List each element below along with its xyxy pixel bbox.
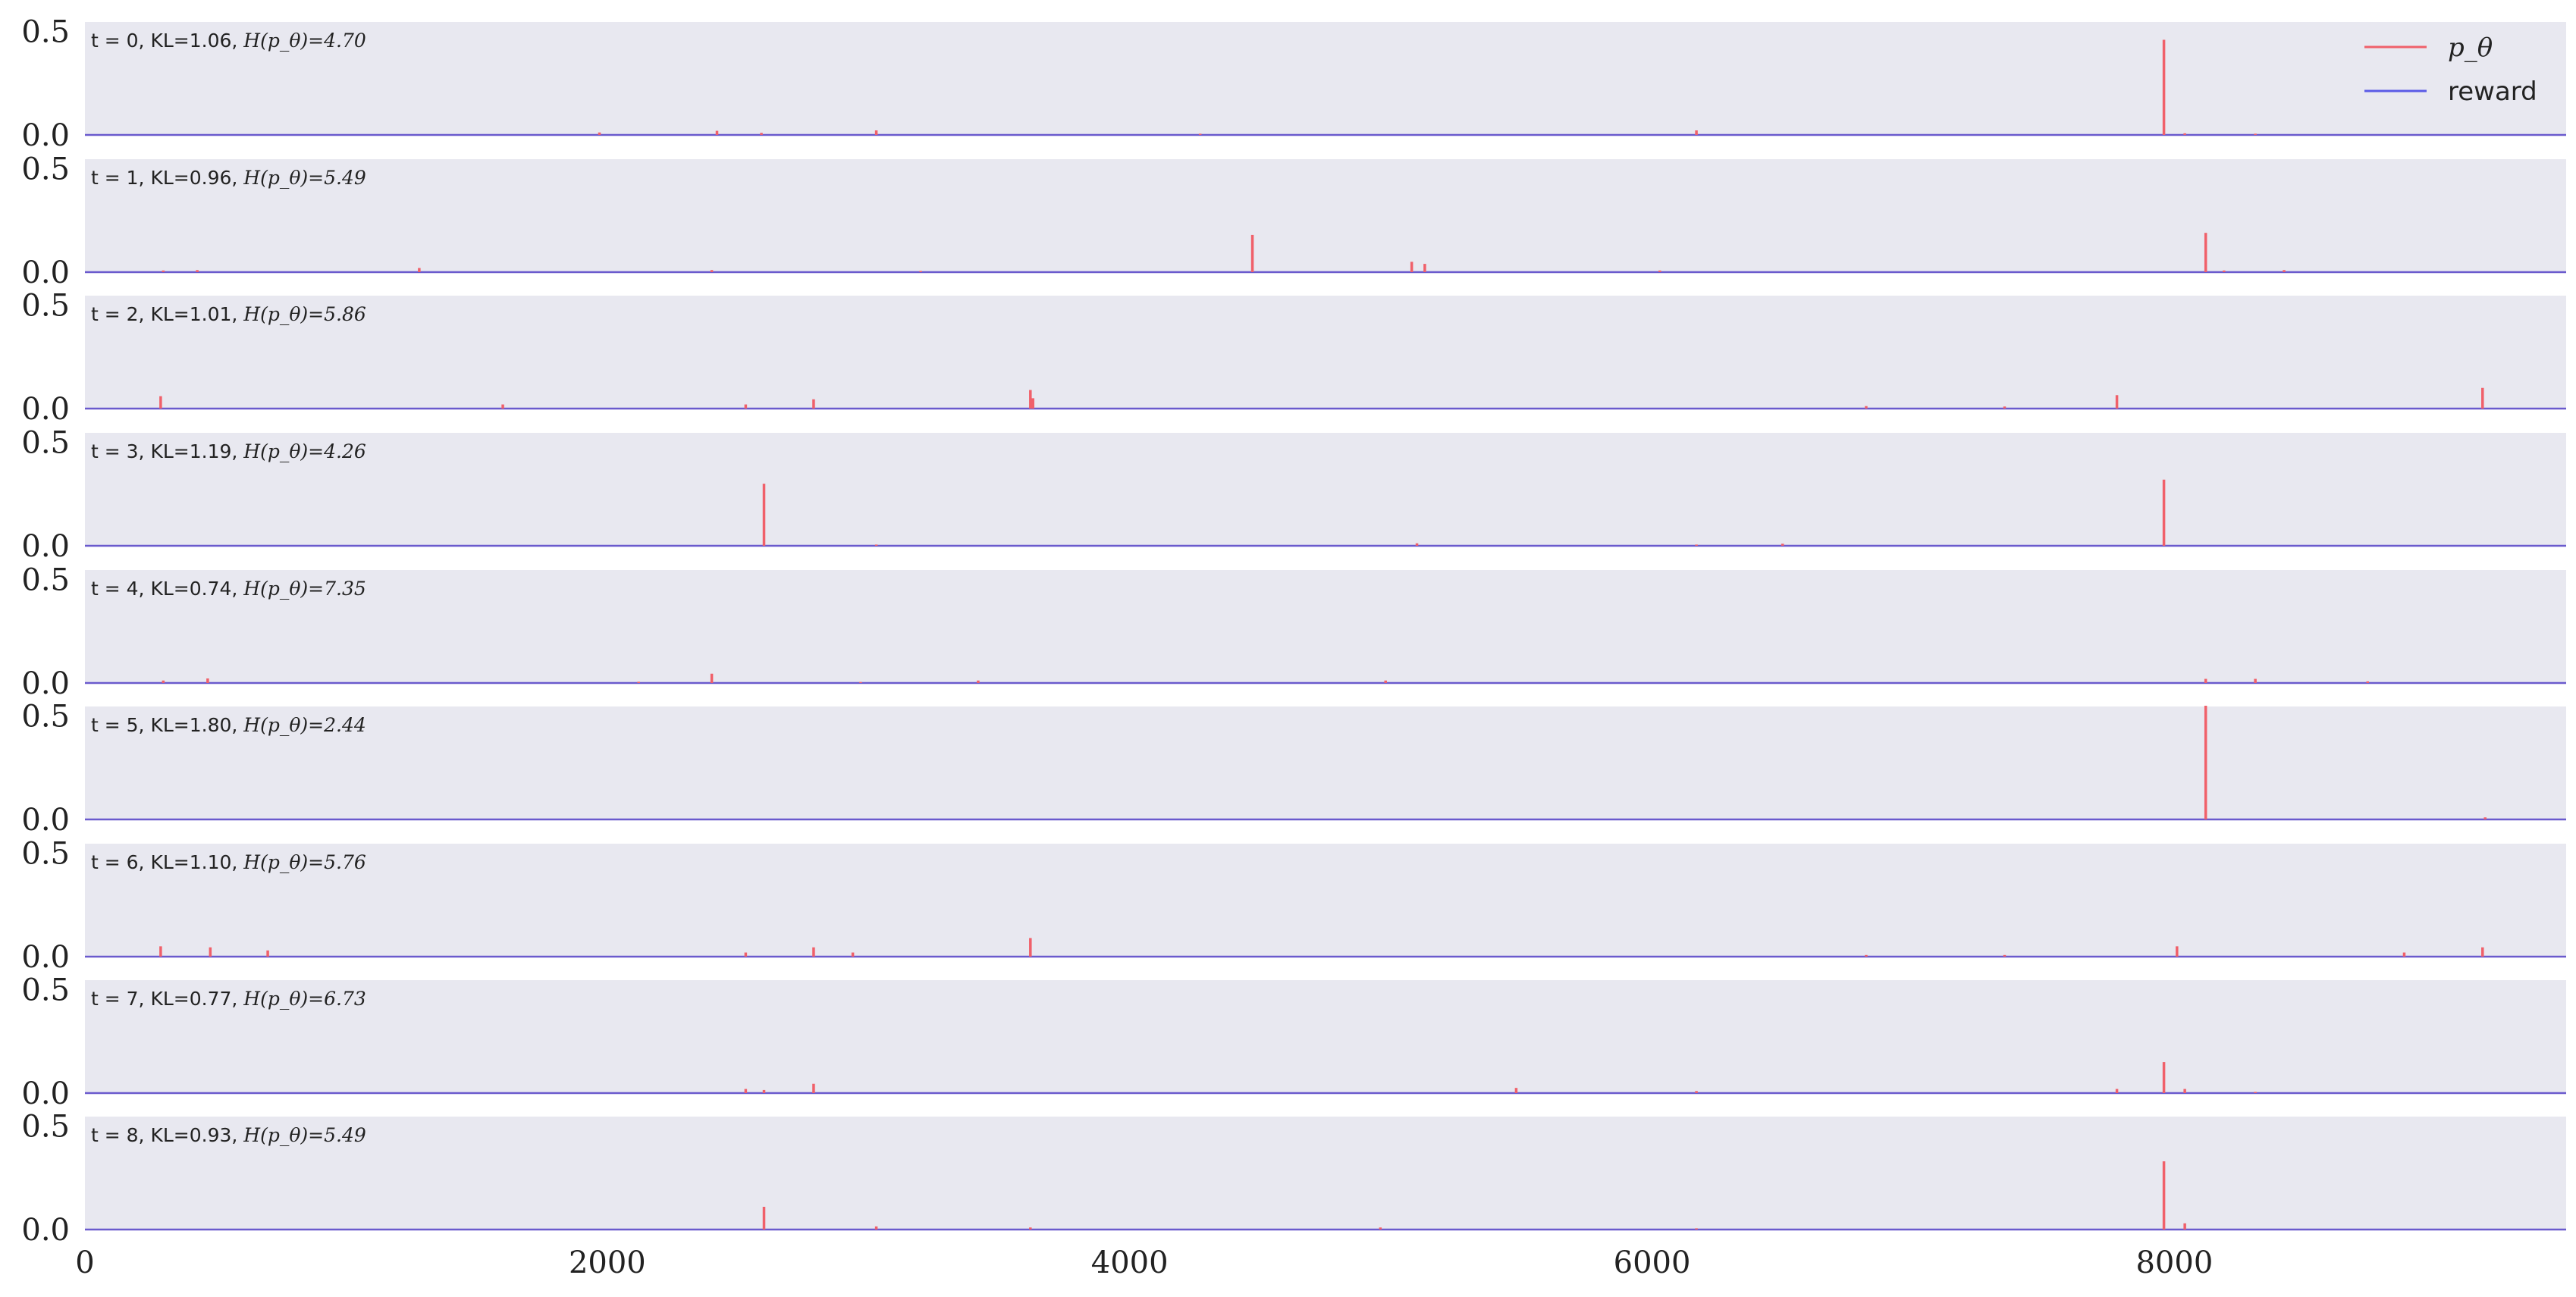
y-tick-label: 0.0 xyxy=(21,1076,70,1111)
y-tick-label: 0.0 xyxy=(21,803,70,838)
panel-4: 0.0 0.5 t = 4, KL=0.74, H(p_θ)=7.35 xyxy=(21,563,2566,701)
panel-3: 0.0 0.5 t = 3, KL=1.19, H(p_θ)=4.26 xyxy=(21,426,2566,564)
panel-background xyxy=(85,22,2566,136)
panel-label: t = 0, KL=1.06, H(p_θ)=4.70 xyxy=(91,30,366,52)
y-tick-label: 0.5 xyxy=(21,15,70,50)
panel-2: 0.0 0.5 t = 2, KL=1.01, H(p_θ)=5.86 xyxy=(21,289,2566,427)
panel-label-entropy: H(p_θ)=4.70 xyxy=(243,30,366,52)
y-tick-label: 0.0 xyxy=(21,666,70,701)
x-axis: 0 2000 4000 6000 8000 xyxy=(75,1245,2213,1280)
y-tick-label: 0.5 xyxy=(21,837,70,872)
panel-label-prefix: t = 7, KL=0.77, xyxy=(91,988,243,1010)
panel-label-prefix: t = 2, KL=1.01, xyxy=(91,303,243,325)
panel-label-entropy: H(p_θ)=5.49 xyxy=(243,167,366,189)
y-tick-label: 0.5 xyxy=(21,289,70,324)
panel-label-prefix: t = 6, KL=1.10, xyxy=(91,851,243,873)
x-tick-label: 6000 xyxy=(1614,1245,1691,1280)
y-tick-label: 0.0 xyxy=(21,940,70,975)
panel-label-prefix: t = 3, KL=1.19, xyxy=(91,440,243,462)
legend-label: p_θ xyxy=(2448,33,2493,63)
panel-label-prefix: t = 1, KL=0.96, xyxy=(91,167,243,189)
panel-label: t = 4, KL=0.74, H(p_θ)=7.35 xyxy=(91,578,366,600)
y-tick-label: 0.5 xyxy=(21,563,70,598)
panel-label: t = 1, KL=0.96, H(p_θ)=5.49 xyxy=(91,167,366,189)
y-tick-label: 0.0 xyxy=(21,118,70,153)
panel-label: t = 5, KL=1.80, H(p_θ)=2.44 xyxy=(91,714,366,736)
panel-label: t = 7, KL=0.77, H(p_θ)=6.73 xyxy=(91,988,366,1010)
panel-label-prefix: t = 4, KL=0.74, xyxy=(91,578,243,600)
panel-background xyxy=(85,980,2566,1094)
panel-label-entropy: H(p_θ)=6.73 xyxy=(243,988,366,1010)
panel-label-prefix: t = 0, KL=1.06, xyxy=(91,30,243,52)
panel-background xyxy=(85,433,2566,547)
panel-0: 0.0 0.5 t = 0, KL=1.06, H(p_θ)=4.70 xyxy=(21,15,2566,153)
y-tick-label: 0.5 xyxy=(21,700,70,735)
panel-background xyxy=(85,706,2566,820)
x-tick-label: 8000 xyxy=(2135,1245,2213,1280)
panel-label: t = 2, KL=1.01, H(p_θ)=5.86 xyxy=(91,303,366,325)
y-tick-label: 0.5 xyxy=(21,426,70,461)
panel-label-entropy: H(p_θ)=5.76 xyxy=(243,851,366,873)
panel-label-prefix: t = 5, KL=1.80, xyxy=(91,714,243,736)
x-tick-label: 4000 xyxy=(1091,1245,1169,1280)
panel-label: t = 6, KL=1.10, H(p_θ)=5.76 xyxy=(91,851,366,873)
panel-label-entropy: H(p_θ)=7.35 xyxy=(243,578,366,600)
panel-1: 0.0 0.5 t = 1, KL=0.96, H(p_θ)=5.49 xyxy=(21,152,2566,290)
panel-label: t = 8, KL=0.93, H(p_θ)=5.49 xyxy=(91,1124,366,1146)
panels: 0.00.5 t = 0, KL=1.06, H(p_θ)=4.700.00.5 t… xyxy=(21,15,2566,1248)
panel-background xyxy=(85,296,2566,409)
panel-7: 0.0 0.5 t = 7, KL=0.77, H(p_θ)=6.73 xyxy=(21,973,2566,1111)
panel-label: t = 3, KL=1.19, H(p_θ)=4.26 xyxy=(91,440,366,462)
panel-background xyxy=(85,570,2566,684)
y-tick-label: 0.0 xyxy=(21,255,70,290)
y-tick-label: 0.5 xyxy=(21,152,70,187)
panel-6: 0.0 0.5 t = 6, KL=1.10, H(p_θ)=5.76 xyxy=(21,837,2566,975)
y-tick-label: 0.0 xyxy=(21,1213,70,1248)
panel-5: 0.0 0.5 t = 5, KL=1.80, H(p_θ)=2.44 xyxy=(21,700,2566,838)
x-tick-label: 2000 xyxy=(569,1245,646,1280)
panel-background xyxy=(85,844,2566,957)
y-tick-label: 0.5 xyxy=(21,1110,70,1145)
panel-label-entropy: H(p_θ)=5.86 xyxy=(243,303,366,325)
panel-label-entropy: H(p_θ)=4.26 xyxy=(243,440,366,462)
panel-background xyxy=(85,159,2566,273)
panel-label-entropy: H(p_θ)=2.44 xyxy=(243,714,366,736)
y-tick-label: 0.5 xyxy=(21,973,70,1008)
panel-background xyxy=(85,1117,2566,1230)
y-tick-label: 0.0 xyxy=(21,529,70,564)
y-tick-label: 0.0 xyxy=(21,392,70,427)
panel-label-prefix: t = 8, KL=0.93, xyxy=(91,1124,243,1146)
panel-label-entropy: H(p_θ)=5.49 xyxy=(243,1124,366,1146)
x-tick-label: 0 xyxy=(75,1245,94,1280)
legend-label: reward xyxy=(2448,77,2537,107)
panel-8: 0.0 0.5 t = 8, KL=0.93, H(p_θ)=5.49 xyxy=(21,1110,2566,1248)
